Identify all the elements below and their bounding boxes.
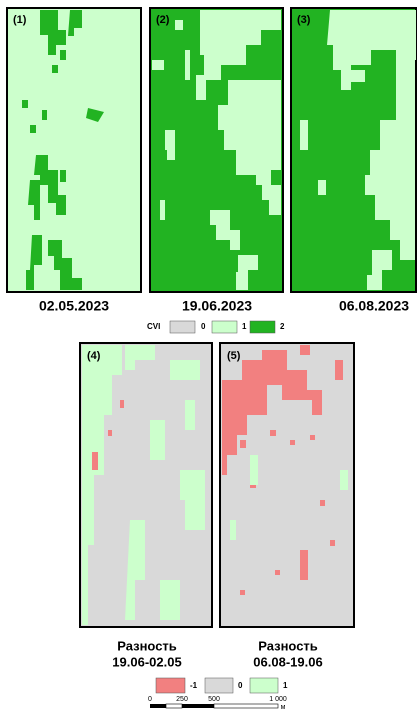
scale-label: 0	[148, 696, 152, 703]
cvi-legend: CVI 0 1 2	[147, 320, 285, 334]
vegetation-patch	[152, 10, 281, 290]
change-patch	[82, 345, 205, 625]
legend-swatch	[155, 677, 186, 694]
legend-label: 1	[242, 322, 247, 331]
legend-label: 0	[238, 681, 243, 690]
panel-label: (5)	[227, 350, 241, 362]
change-patch	[92, 400, 124, 470]
legend-label: 1	[283, 681, 288, 690]
scale-label: 250	[176, 696, 188, 703]
diff-legend: -1 0 1	[155, 677, 288, 694]
legend-swatch	[211, 320, 238, 334]
caption: 19.06-02.05	[112, 654, 181, 669]
panel-label: (1)	[13, 14, 27, 26]
date-label: 06.08.2023	[339, 298, 409, 314]
legend-label: 0	[201, 322, 206, 331]
map-panel: (3)	[290, 7, 417, 293]
scale-unit: м	[281, 704, 286, 711]
scale-label: 500	[208, 696, 220, 703]
map-panel: (5)	[219, 342, 355, 628]
legend-swatch	[204, 677, 234, 694]
vegetation-patch	[300, 10, 416, 290]
panel-label: (4)	[87, 350, 101, 362]
legend-label: 2	[280, 322, 285, 331]
change-patch	[222, 345, 343, 595]
legend-swatch	[249, 677, 279, 694]
panel-label: (2)	[156, 14, 170, 26]
caption: 06.08-19.06	[253, 654, 322, 669]
map-panel: (1)	[6, 7, 142, 293]
map-panel: (2)	[149, 7, 284, 293]
scale-bar: 0 250 500 1 000 м	[148, 696, 287, 711]
scale-label: 1 000	[269, 696, 287, 703]
caption: Разность	[117, 638, 177, 653]
legend-swatch	[169, 320, 196, 334]
date-label: 19.06.2023	[182, 298, 252, 314]
panel-label: (3)	[297, 14, 311, 26]
map-panel: (4)	[79, 342, 213, 628]
date-label: 02.05.2023	[39, 298, 109, 314]
caption: Разность	[258, 638, 318, 653]
legend-label: -1	[190, 681, 198, 690]
legend-swatch	[249, 320, 276, 334]
legend-title: CVI	[147, 322, 160, 331]
